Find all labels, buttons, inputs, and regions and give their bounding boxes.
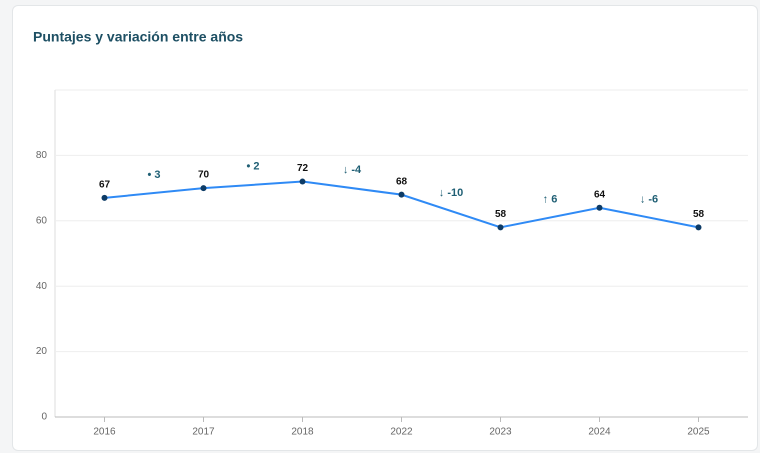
variation-label: ↑ 6 [543,193,558,205]
x-tick-label: 2022 [390,427,413,438]
y-tick-label: 0 [41,412,47,423]
point [398,191,405,198]
data-label: 72 [297,163,309,174]
data-label: 70 [198,170,210,181]
variation-label: ↓ -6 [640,193,658,205]
x-tick-label: 2017 [192,427,215,438]
point [200,185,207,192]
variation-label: ↓ -4 [343,164,362,176]
chart-title: Puntajes y variación entre años [33,29,243,45]
point [695,224,702,231]
variation-label: ↓ -10 [439,187,463,199]
data-label: 58 [495,209,507,220]
data-label: 68 [396,176,408,187]
data-label: 64 [594,189,606,200]
y-tick-label: 40 [36,281,48,292]
card [12,5,758,451]
y-tick-label: 80 [36,150,48,161]
y-tick-label: 20 [36,346,48,357]
data-label: 67 [99,180,111,191]
data-label: 58 [693,209,705,220]
point [299,178,306,185]
x-tick-label: 2016 [93,427,116,438]
y-tick-label: 60 [36,215,48,226]
x-tick-label: 2018 [291,427,314,438]
point [101,194,108,201]
x-tick-label: 2024 [588,427,611,438]
variation-label: • 2 [246,161,259,173]
x-tick-label: 2025 [687,427,710,438]
x-tick-label: 2023 [489,427,512,438]
variation-label: • 3 [147,169,160,181]
point [497,224,504,231]
point [596,204,603,211]
